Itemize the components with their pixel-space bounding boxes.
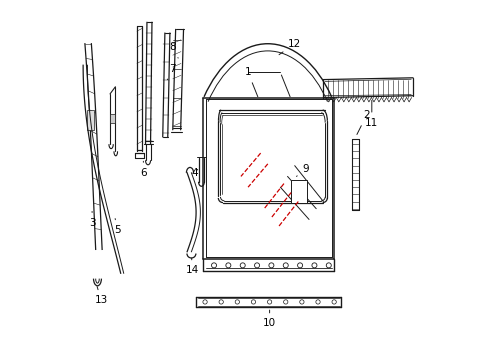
Text: 1: 1 [244, 67, 257, 97]
Text: 5: 5 [114, 219, 120, 235]
FancyBboxPatch shape [290, 180, 306, 203]
Text: 11: 11 [365, 100, 378, 128]
FancyBboxPatch shape [110, 114, 115, 123]
Text: 10: 10 [263, 310, 276, 328]
Text: 4: 4 [191, 168, 197, 178]
Text: 9: 9 [296, 164, 308, 176]
Text: 8: 8 [169, 42, 178, 58]
Text: 12: 12 [279, 39, 301, 55]
Text: 2: 2 [356, 111, 369, 135]
Text: 14: 14 [185, 258, 199, 275]
Text: 7: 7 [167, 64, 176, 80]
Text: 6: 6 [140, 161, 146, 178]
FancyBboxPatch shape [87, 110, 94, 130]
Text: 13: 13 [94, 287, 107, 305]
Text: 3: 3 [89, 211, 95, 228]
